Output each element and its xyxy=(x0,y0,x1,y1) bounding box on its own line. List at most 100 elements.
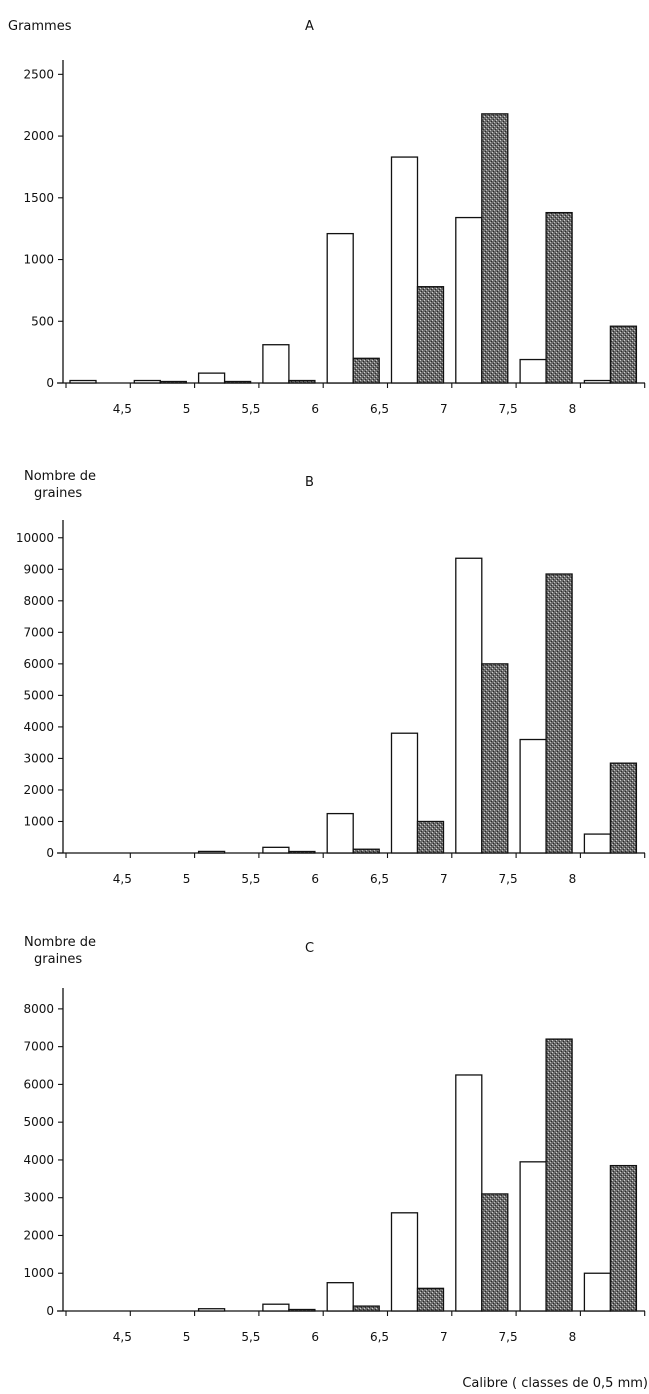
x-tick-label: 4,5 xyxy=(113,1330,132,1344)
y-axis-title-line: Nombre de xyxy=(24,935,96,950)
bar-open xyxy=(262,846,290,854)
bar-stippled xyxy=(159,380,187,384)
bar-stippled xyxy=(545,211,573,384)
panel-letter: C xyxy=(305,941,314,956)
y-tick-label: 5000 xyxy=(23,688,54,702)
bar-stippled xyxy=(545,573,573,854)
y-axis-title-line: Grammes xyxy=(8,19,72,34)
x-tick-label: 6 xyxy=(311,1330,319,1344)
bar-open xyxy=(455,557,483,854)
bar-open xyxy=(197,372,226,384)
y-tick-label: 3000 xyxy=(23,1191,54,1205)
chart-panel-b: B Nombre de graines 0 1000 2000 3000 4000 500… xyxy=(16,469,646,886)
bar-open xyxy=(519,1161,547,1312)
y-axis-title: Nombre de graines xyxy=(24,935,100,967)
y-tick-label: 2000 xyxy=(23,129,54,143)
bar-open xyxy=(326,1282,354,1312)
bar-open xyxy=(326,232,354,384)
y-tick-label: 8000 xyxy=(23,1002,54,1016)
bar-open xyxy=(519,738,547,854)
x-tick-label: 5 xyxy=(183,872,191,886)
bar-open xyxy=(326,812,354,854)
bar-open xyxy=(197,850,226,854)
y-tick-label: 5000 xyxy=(23,1115,54,1129)
bar-stippled xyxy=(416,820,445,854)
bar-stippled xyxy=(288,379,316,384)
bar-stippled xyxy=(609,1164,638,1312)
plot-area: 0 500 1000 1500 2000 2500 4,5 5 5,5 6 6,5 7 7,5 8 xyxy=(23,60,646,416)
x-tick-label: 6,5 xyxy=(370,402,389,416)
y-axis-title: Nombre de graines xyxy=(24,469,100,501)
x-tick-label: 4,5 xyxy=(113,872,132,886)
y-tick-label: 3000 xyxy=(23,751,54,765)
panel-letter: B xyxy=(305,475,314,490)
bar-stippled xyxy=(416,286,445,384)
x-axis-title: Calibre ( classes de 0,5 mm) xyxy=(462,1376,648,1391)
x-tick-label: 5,5 xyxy=(241,872,260,886)
x-tick-label: 8 xyxy=(569,402,577,416)
bar-open xyxy=(133,379,161,384)
x-tick-label: 7 xyxy=(440,872,448,886)
plot-area: 0 1000 2000 3000 4000 5000 6000 7000 8000 9000 100… xyxy=(16,520,646,886)
x-tick-label: 7 xyxy=(440,402,448,416)
x-tick-label: 8 xyxy=(569,872,577,886)
chart-panel-c: C Nombre de graines 0 1000 2000 3000 4000 500… xyxy=(23,935,646,1344)
bar-stippled xyxy=(416,1287,445,1312)
y-tick-label: 7000 xyxy=(23,625,54,639)
bar-stippled xyxy=(288,1308,316,1312)
x-tick-label: 8 xyxy=(569,1330,577,1344)
y-tick-label: 2000 xyxy=(23,783,54,797)
bar-open xyxy=(390,156,419,384)
y-axis-title: Grammes xyxy=(8,19,72,34)
y-tick-label: 0 xyxy=(46,846,54,860)
y-tick-label: 9000 xyxy=(23,562,54,576)
y-tick-label: 4000 xyxy=(23,1153,54,1167)
x-tick-label: 7 xyxy=(440,1330,448,1344)
bar-open xyxy=(262,344,290,384)
x-tick-label: 5 xyxy=(183,1330,191,1344)
y-tick-label: 8000 xyxy=(23,594,54,608)
y-tick-label: 6000 xyxy=(23,657,54,671)
chart-panel-a: A Grammes 0 500 1000 1500 2000 2500 4,5 5 5,5 6 6,… xyxy=(8,19,646,416)
y-tick-label: 500 xyxy=(31,314,54,328)
bar-stippled xyxy=(223,380,252,384)
x-tick-label: 4,5 xyxy=(113,402,132,416)
y-tick-label: 2500 xyxy=(23,67,54,81)
y-tick-label: 0 xyxy=(46,1304,54,1318)
bar-open xyxy=(69,379,97,384)
plot-area: 0 1000 2000 3000 4000 5000 6000 7000 8000 4,5 5 5,5… xyxy=(23,988,646,1344)
bar-stippled xyxy=(481,1193,509,1312)
x-tick-label: 5,5 xyxy=(241,402,260,416)
x-tick-label: 7,5 xyxy=(499,1330,518,1344)
panel-letter: A xyxy=(305,19,314,34)
bar-stippled xyxy=(609,762,638,854)
bar-open xyxy=(519,358,547,384)
y-axis-title-line: graines xyxy=(34,486,82,501)
x-tick-label: 6,5 xyxy=(370,872,389,886)
bar-open xyxy=(197,1308,226,1312)
bar-open xyxy=(455,1074,483,1312)
x-tick-label: 6 xyxy=(311,402,319,416)
bar-open xyxy=(390,732,419,854)
y-tick-label: 7000 xyxy=(23,1040,54,1054)
bar-open xyxy=(390,1212,419,1312)
bar-stippled xyxy=(481,663,509,854)
y-tick-label: 4000 xyxy=(23,720,54,734)
y-tick-label: 6000 xyxy=(23,1077,54,1091)
x-tick-label: 7,5 xyxy=(499,402,518,416)
bar-stippled xyxy=(352,357,380,384)
y-tick-label: 1500 xyxy=(23,191,54,205)
bar-open xyxy=(583,379,612,384)
y-tick-label: 2000 xyxy=(23,1228,54,1242)
x-tick-label: 5 xyxy=(183,402,191,416)
y-tick-label: 1000 xyxy=(23,814,54,828)
y-tick-label: 10000 xyxy=(16,531,54,545)
bar-open xyxy=(262,1303,290,1312)
y-tick-label: 0 xyxy=(46,376,54,390)
bar-open xyxy=(583,1272,612,1312)
bar-stippled xyxy=(545,1038,573,1312)
x-tick-label: 5,5 xyxy=(241,1330,260,1344)
x-tick-label: 6 xyxy=(311,872,319,886)
y-tick-label: 1000 xyxy=(23,253,54,267)
